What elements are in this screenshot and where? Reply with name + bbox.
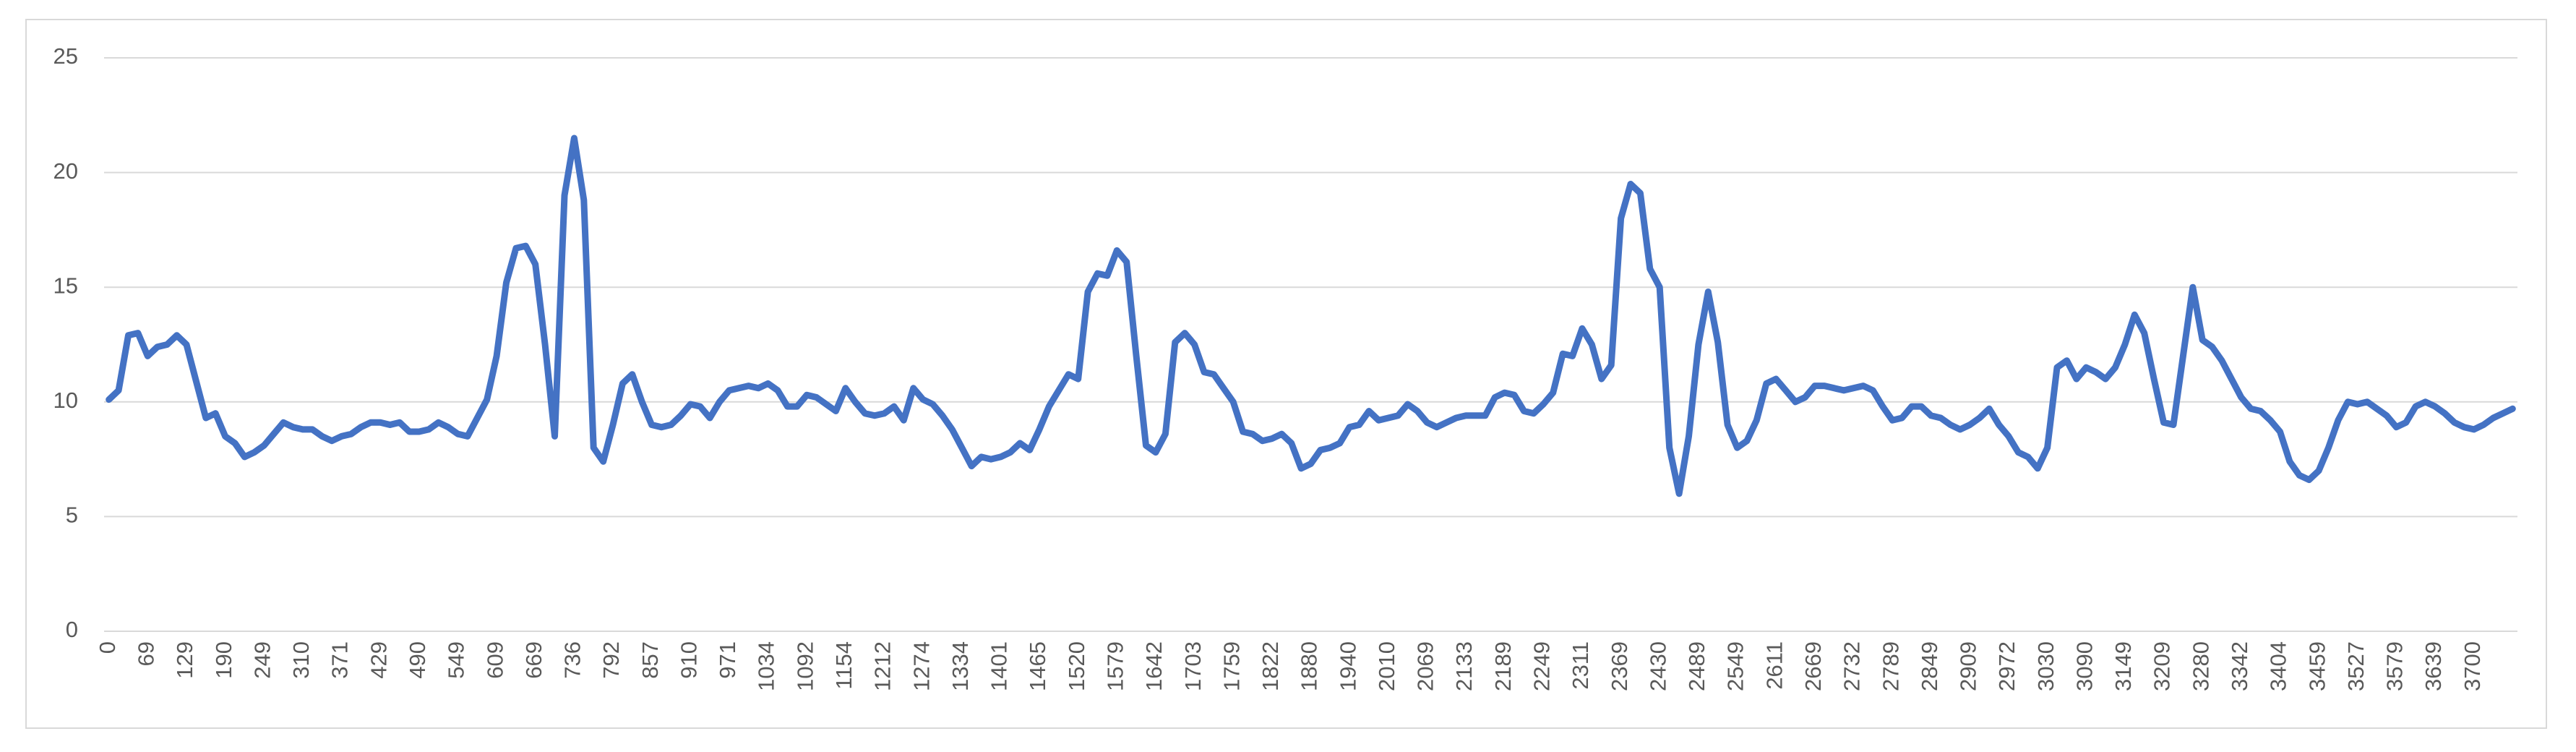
x-tick-label: 1274 — [909, 641, 934, 691]
y-tick-label: 25 — [53, 43, 78, 69]
x-tick-label: 609 — [482, 641, 507, 679]
x-tick-label: 1034 — [754, 641, 779, 691]
y-tick-label: 10 — [53, 388, 78, 413]
x-tick-label: 1940 — [1335, 641, 1360, 691]
x-tick-label: 2133 — [1451, 641, 1477, 691]
x-tick-label: 310 — [288, 641, 314, 679]
x-tick-label: 2369 — [1607, 641, 1632, 691]
x-tick-label: 2669 — [1800, 641, 1826, 691]
y-tick-label: 5 — [66, 503, 78, 528]
x-tick-label: 2611 — [1761, 641, 1787, 690]
x-tick-label: 971 — [715, 641, 740, 679]
x-tick-label: 1212 — [870, 641, 896, 691]
x-tick-label: 429 — [366, 641, 391, 679]
x-tick-label: 910 — [676, 641, 701, 679]
x-tick-label: 3209 — [2150, 641, 2175, 691]
x-tick-label: 2909 — [1956, 641, 1981, 691]
x-tick-label: 3404 — [2266, 641, 2291, 691]
x-tick-label: 249 — [249, 641, 275, 679]
x-tick-label: 2010 — [1374, 641, 1399, 691]
x-tick-label: 3459 — [2304, 641, 2330, 691]
x-tick-label: 2789 — [1878, 641, 1903, 691]
x-tick-label: 3527 — [2343, 641, 2369, 691]
x-tick-label: 792 — [598, 641, 624, 679]
x-tick-label: 1520 — [1064, 641, 1089, 691]
x-tick-label: 2249 — [1529, 641, 1555, 691]
x-tick-label: 3030 — [2033, 641, 2058, 691]
x-tick-label: 1703 — [1180, 641, 1206, 691]
x-tick-label: 2430 — [1645, 641, 1670, 691]
x-tick-label: 1579 — [1102, 641, 1128, 691]
x-tick-label: 3700 — [2460, 641, 2485, 691]
x-tick-label: 857 — [637, 641, 663, 679]
x-tick-label: 3342 — [2227, 641, 2252, 691]
x-tick-label: 2549 — [1723, 641, 1748, 691]
x-tick-label: 1401 — [987, 641, 1012, 691]
x-tick-label: 2069 — [1413, 641, 1438, 691]
x-tick-label: 1334 — [948, 641, 973, 691]
x-tick-label: 1642 — [1141, 641, 1167, 691]
x-tick-label: 2849 — [1917, 641, 1942, 691]
x-tick-label: 190 — [211, 641, 236, 679]
x-tick-label: 1465 — [1025, 641, 1050, 691]
x-tick-label: 1822 — [1258, 641, 1283, 691]
x-tick-label: 3579 — [2382, 641, 2408, 691]
x-tick-label: 3280 — [2188, 641, 2213, 691]
x-tick-label: 69 — [134, 641, 159, 666]
x-tick-label: 3149 — [2111, 641, 2136, 691]
y-tick-label: 0 — [66, 617, 78, 642]
x-tick-label: 2311 — [1568, 641, 1593, 690]
x-tick-label: 0 — [95, 641, 120, 654]
data-line — [106, 134, 2516, 497]
x-tick-label: 371 — [327, 641, 353, 679]
x-tick-label: 2489 — [1684, 641, 1709, 691]
x-tick-label: 129 — [172, 641, 197, 679]
x-tick-label: 2972 — [1994, 641, 2019, 691]
x-tick-label: 1154 — [831, 641, 856, 690]
x-tick-label: 736 — [560, 641, 585, 679]
y-tick-label: 15 — [53, 273, 78, 298]
x-tick-label: 1759 — [1219, 641, 1244, 691]
x-tick-label: 2189 — [1490, 641, 1516, 691]
chart-border — [25, 19, 2547, 729]
x-tick-label: 549 — [444, 641, 469, 679]
x-tick-label: 1880 — [1297, 641, 1322, 691]
x-tick-label: 1092 — [792, 641, 817, 691]
x-tick-label: 2732 — [1839, 641, 1865, 691]
x-tick-label: 490 — [405, 641, 430, 679]
x-tick-label: 3090 — [2071, 641, 2097, 691]
x-tick-label: 669 — [521, 641, 546, 679]
x-tick-label: 3639 — [2421, 641, 2446, 691]
y-tick-label: 20 — [53, 158, 78, 184]
